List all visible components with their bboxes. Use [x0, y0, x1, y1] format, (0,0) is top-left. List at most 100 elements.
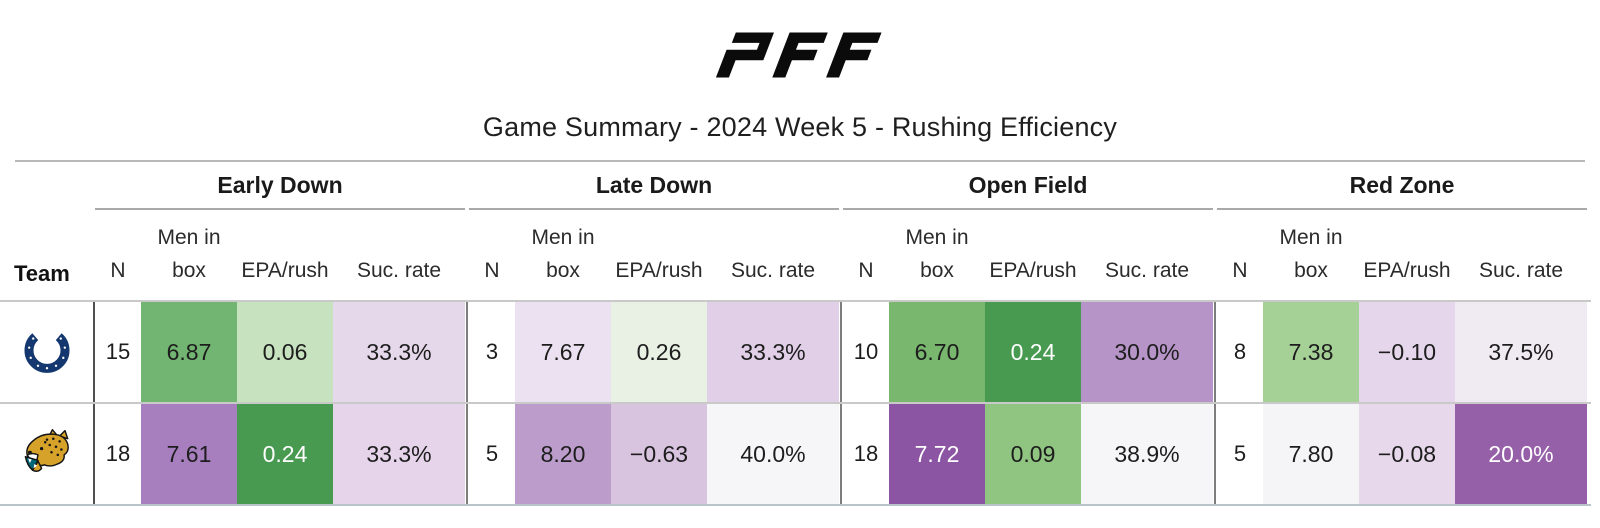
cell-success-rate: 40.0% — [707, 404, 839, 505]
group-label: Late Down — [595, 172, 713, 198]
group-header-row: Early Down Late Down Open Field Red Zone — [0, 168, 1600, 210]
cell-success-rate: 30.0% — [1081, 302, 1213, 403]
cell-epa-per-rush: 0.06 — [237, 302, 333, 403]
men-in-box-line1: Men in — [531, 226, 595, 249]
group-divider-line — [1214, 404, 1216, 505]
cell-men-in-box: 7.67 — [515, 302, 611, 403]
cell-men-in-box: 7.72 — [889, 404, 985, 505]
cell-men-in-box: 6.70 — [889, 302, 985, 403]
men-in-box-line2: box — [1294, 258, 1328, 282]
team-cell — [0, 404, 93, 504]
group-underline — [469, 208, 839, 210]
n-column-header: N — [1232, 258, 1248, 282]
header-body-separator — [0, 300, 1591, 303]
men-in-box-line1: Men in — [1279, 226, 1343, 249]
table-row-colts: 15 6.87 0.06 33.3% 3 7.67 0.26 33.3% 10 … — [0, 302, 1600, 403]
indianapolis-colts-logo — [24, 333, 69, 373]
cell-n: 18 — [105, 441, 131, 467]
group-divider-line — [840, 302, 842, 403]
group-divider — [1213, 302, 1217, 403]
cell-success-rate: 20.0% — [1455, 404, 1587, 505]
group-underline — [1217, 208, 1587, 210]
men-in-box-column-header: Men in box — [141, 222, 237, 287]
cell-epa-per-rush: 0.24 — [237, 404, 333, 505]
group-divider — [839, 404, 843, 505]
group-label: Early Down — [217, 172, 343, 198]
group-divider-line — [1214, 302, 1216, 403]
epa-column-header: EPA/rush — [241, 258, 329, 282]
table-bottom-border — [0, 504, 1591, 507]
group-divider-line — [840, 404, 842, 505]
group-divider — [839, 302, 843, 403]
group-underline — [95, 208, 465, 210]
cell-success-rate: 38.9% — [1081, 404, 1213, 505]
n-column-header: N — [858, 258, 874, 282]
men-in-box-column-header: Men in box — [889, 222, 985, 287]
success-rate-column-header: Suc. rate — [356, 258, 442, 282]
cell-men-in-box: 8.20 — [515, 404, 611, 505]
cell-epa-per-rush: −0.63 — [611, 404, 707, 505]
cell-success-rate: 33.3% — [333, 302, 465, 403]
cell-men-in-box: 7.80 — [1263, 404, 1359, 505]
row-separator — [0, 402, 1591, 405]
cell-epa-per-rush: 0.24 — [985, 302, 1081, 403]
group-divider — [465, 404, 469, 505]
cell-men-in-box: 6.87 — [141, 302, 237, 403]
success-rate-column-header: Suc. rate — [1478, 258, 1564, 282]
cell-success-rate: 33.3% — [333, 404, 465, 505]
page-title: Game Summary - 2024 Week 5 - Rushing Eff… — [482, 112, 1118, 142]
group-open-field: Open Field — [843, 168, 1217, 210]
cell-n: 5 — [1233, 441, 1247, 467]
team-column-divider — [93, 404, 95, 505]
epa-column-header: EPA/rush — [989, 258, 1077, 282]
men-in-box-column-header: Men in box — [515, 222, 611, 287]
men-in-box-line1: Men in — [905, 226, 969, 249]
team-column-header: Team — [14, 261, 70, 287]
n-column-header: N — [110, 258, 126, 282]
team-cell — [0, 302, 93, 402]
team-column-divider — [93, 302, 95, 403]
cell-n: 18 — [853, 441, 879, 467]
cell-success-rate: 37.5% — [1455, 302, 1587, 403]
group-divider-line — [466, 302, 468, 403]
group-late-down: Late Down — [469, 168, 843, 210]
success-rate-column-header: Suc. rate — [1104, 258, 1190, 282]
jacksonville-jaguars-logo — [24, 429, 69, 473]
title-divider — [15, 160, 1585, 162]
cell-epa-per-rush: 0.09 — [985, 404, 1081, 505]
group-divider — [465, 302, 469, 403]
cell-n: 15 — [105, 339, 131, 365]
men-in-box-line1: Men in — [157, 226, 221, 249]
column-header-row: Team N Men in box EPA/rush Suc. rate N M… — [0, 222, 1600, 300]
men-in-box-line2: box — [920, 258, 954, 282]
group-early-down: Early Down — [95, 168, 469, 210]
cell-success-rate: 33.3% — [707, 302, 839, 403]
epa-column-header: EPA/rush — [1363, 258, 1451, 282]
group-red-zone: Red Zone — [1217, 168, 1591, 210]
men-in-box-line2: box — [172, 258, 206, 282]
group-divider — [1213, 404, 1217, 505]
cell-men-in-box: 7.61 — [141, 404, 237, 505]
cell-epa-per-rush: 0.26 — [611, 302, 707, 403]
cell-n: 5 — [485, 441, 499, 467]
n-column-header: N — [484, 258, 500, 282]
table-row-jaguars: 18 7.61 0.24 33.3% 5 8.20 −0.63 40.0% 18… — [0, 404, 1600, 505]
men-in-box-column-header: Men in box — [1263, 222, 1359, 287]
rushing-efficiency-table: Early Down Late Down Open Field Red Zone… — [0, 168, 1600, 507]
cell-men-in-box: 7.38 — [1263, 302, 1359, 403]
group-divider-line — [466, 404, 468, 505]
group-underline — [843, 208, 1213, 210]
success-rate-column-header: Suc. rate — [730, 258, 816, 282]
epa-column-header: EPA/rush — [615, 258, 703, 282]
cell-epa-per-rush: −0.10 — [1359, 302, 1455, 403]
cell-n: 8 — [1233, 339, 1247, 365]
group-label: Open Field — [968, 172, 1088, 198]
men-in-box-line2: box — [546, 258, 580, 282]
logo-row — [0, 0, 1600, 84]
pff-logo — [715, 32, 882, 78]
cell-n: 3 — [485, 339, 499, 365]
table-body: 15 6.87 0.06 33.3% 3 7.67 0.26 33.3% 10 … — [0, 300, 1600, 507]
group-label: Red Zone — [1349, 172, 1455, 198]
team-column-spacer — [0, 168, 95, 210]
